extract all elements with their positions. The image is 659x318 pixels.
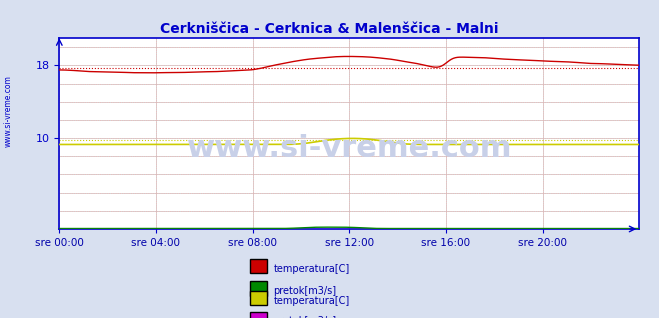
Text: www.si-vreme.com: www.si-vreme.com [4,75,13,147]
Text: temperatura[C]: temperatura[C] [273,295,350,306]
Text: Cerkniščica - Cerknica & Malenščica - Malni: Cerkniščica - Cerknica & Malenščica - Ma… [160,22,499,36]
Text: pretok[m3/s]: pretok[m3/s] [273,316,337,318]
Text: www.si-vreme.com: www.si-vreme.com [186,134,512,163]
Text: temperatura[C]: temperatura[C] [273,264,350,274]
Text: pretok[m3/s]: pretok[m3/s] [273,286,337,296]
